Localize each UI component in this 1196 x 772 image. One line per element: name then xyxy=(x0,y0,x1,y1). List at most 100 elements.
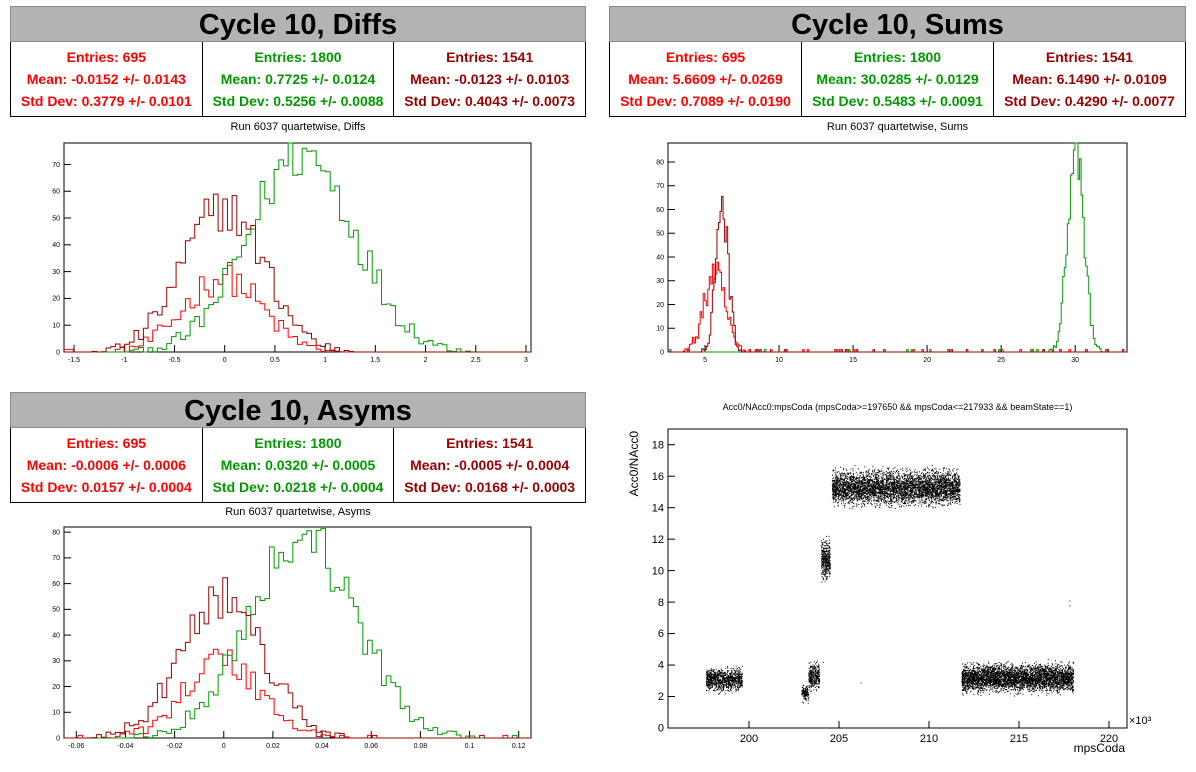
x-tick-label: 5 xyxy=(703,357,707,364)
y-tick-label: 12 xyxy=(652,534,664,546)
stat-mean: Mean: 5.6609 +/- 0.0269 xyxy=(628,71,783,87)
y-tick-label: 80 xyxy=(656,159,664,166)
stat-entries: Entries: 1541 xyxy=(1045,49,1134,65)
stat-std: Std Dev: 0.3779 +/- 0.0101 xyxy=(20,93,192,109)
x-tick-label: 0.02 xyxy=(266,743,280,750)
asyms-stat-darkred: Entries: 1541 Mean: -0.0005 +/- 0.0004 S… xyxy=(393,428,585,502)
y-tick-label: 40 xyxy=(52,632,60,639)
y-tick-label: 70 xyxy=(52,555,60,562)
x-tick-label: 1 xyxy=(323,357,327,364)
y-tick-label: 0 xyxy=(56,349,60,356)
y-tick-label: 20 xyxy=(656,302,664,309)
x-tick-label: 2 xyxy=(424,357,428,364)
plot-frame xyxy=(63,142,532,353)
x-tick-label: -0.04 xyxy=(117,743,133,750)
y-tick-label: 50 xyxy=(656,231,664,238)
stat-entries: Entries: 695 xyxy=(665,49,746,65)
stat-std: Std Dev: 0.4290 +/- 0.0077 xyxy=(1004,93,1175,109)
x-axis-label: mpsCoda xyxy=(1074,741,1126,755)
stat-std: Std Dev: 0.0218 +/- 0.0004 xyxy=(212,479,384,495)
y-tick-label: 10 xyxy=(652,565,664,577)
x-tick-label: 215 xyxy=(1010,733,1028,745)
y-tick-label: 18 xyxy=(652,439,664,451)
stat-entries: Entries: 695 xyxy=(66,49,147,65)
plot-frame xyxy=(667,142,1128,353)
diffs-stat-darkred: Entries: 1541 Mean: -0.0123 +/- 0.0103 S… xyxy=(393,42,585,116)
y-tick-label: 50 xyxy=(52,607,60,614)
x-tick-label: 25 xyxy=(997,357,1005,364)
x-tick-label: 205 xyxy=(830,733,848,745)
sums-stats-box: Entries: 695 Mean: 5.6609 +/- 0.0269 Std… xyxy=(609,42,1186,117)
histogram-series-darkred xyxy=(64,577,531,739)
stat-entries: Entries: 1541 xyxy=(446,435,534,451)
x-tick-label: -0.06 xyxy=(68,743,84,750)
x-tick-label: -0.02 xyxy=(167,743,183,750)
diffs-stat-red: Entries: 695 Mean: -0.0152 +/- 0.0143 St… xyxy=(11,42,202,116)
y-tick-label: 40 xyxy=(656,254,664,261)
stat-mean: Mean: 6.1490 +/- 0.0109 xyxy=(1012,71,1167,87)
stat-mean: Mean: 0.0320 +/- 0.0005 xyxy=(220,457,376,473)
histogram-series-green xyxy=(64,528,531,739)
stat-entries: Entries: 1541 xyxy=(446,49,534,65)
y-tick-label: 6 xyxy=(658,628,664,640)
sums-stat-darkred: Entries: 1541 Mean: 6.1490 +/- 0.0109 St… xyxy=(993,42,1185,116)
x-tick-label: 210 xyxy=(920,733,938,745)
y-tick-label: 0 xyxy=(658,723,664,735)
scatter-points xyxy=(705,465,1074,704)
x-tick-label: 0.08 xyxy=(414,743,428,750)
stat-mean: Mean: 0.7725 +/- 0.0124 xyxy=(220,71,376,87)
y-tick-label: 40 xyxy=(52,242,60,249)
y-tick-label: 14 xyxy=(652,502,664,514)
y-tick-label: 20 xyxy=(52,296,60,303)
asyms-plot-title: Run 6037 quartetwise, Asyms xyxy=(225,506,371,518)
stat-std: Std Dev: 0.7089 +/- 0.0190 xyxy=(620,93,791,109)
x-tick-label: 30 xyxy=(1071,357,1079,364)
x-tick-label: 0.06 xyxy=(364,743,378,750)
x-tick-label: 0 xyxy=(223,357,227,364)
diffs-title: Cycle 10, Diffs xyxy=(10,6,586,42)
diffs-stat-green: Entries: 1800 Mean: 0.7725 +/- 0.0124 St… xyxy=(201,42,394,116)
y-tick-label: 80 xyxy=(52,529,60,536)
plot-frame xyxy=(63,526,532,739)
stat-entries: Entries: 1800 xyxy=(853,49,942,65)
stat-mean: Mean: -0.0005 +/- 0.0004 xyxy=(410,457,570,473)
x-tick-label: 0 xyxy=(222,743,226,750)
y-tick-label: 16 xyxy=(652,471,664,483)
diffs-stats-box: Entries: 695 Mean: -0.0152 +/- 0.0143 St… xyxy=(10,42,586,117)
x-axis-multiplier: ×10³ xyxy=(1129,715,1152,727)
x-tick-label: 2.5 xyxy=(471,357,481,364)
histogram-series-darkred xyxy=(668,195,1127,353)
sums-plot-title: Run 6037 quartetwise, Sums xyxy=(826,121,969,133)
stat-std: Std Dev: 0.4043 +/- 0.0073 xyxy=(404,93,576,109)
stat-entries: Entries: 695 xyxy=(66,435,147,451)
stat-std: Std Dev: 0.5256 +/- 0.0088 xyxy=(212,93,384,109)
plot-frame xyxy=(667,428,1128,729)
y-tick-label: 60 xyxy=(52,581,60,588)
stat-mean: Mean: 30.0285 +/- 0.0129 xyxy=(816,71,979,87)
x-tick-label: -1.5 xyxy=(68,357,80,364)
y-tick-label: 70 xyxy=(656,183,664,190)
sums-title: Cycle 10, Sums xyxy=(609,6,1186,42)
sums-stat-red: Entries: 695 Mean: 5.6609 +/- 0.0269 Std… xyxy=(610,42,801,116)
x-tick-label: -0.5 xyxy=(168,357,180,364)
y-tick-label: 2 xyxy=(658,691,664,703)
y-tick-label: 20 xyxy=(52,684,60,691)
x-tick-label: 10 xyxy=(775,357,783,364)
asyms-stat-green: Entries: 1800 Mean: 0.0320 +/- 0.0005 St… xyxy=(201,428,394,502)
y-tick-label: 0 xyxy=(660,349,664,356)
y-tick-label: 0 xyxy=(56,735,60,742)
x-tick-label: 3 xyxy=(524,357,528,364)
x-tick-label: 200 xyxy=(740,733,758,745)
stat-entries: Entries: 1800 xyxy=(254,49,342,65)
y-tick-label: 10 xyxy=(52,710,60,717)
y-tick-label: 70 xyxy=(52,162,60,169)
x-tick-label: 15 xyxy=(849,357,857,364)
stat-mean: Mean: -0.0006 +/- 0.0006 xyxy=(26,457,186,473)
stat-std: Std Dev: 0.5483 +/- 0.0091 xyxy=(812,93,983,109)
y-tick-label: 60 xyxy=(656,207,664,214)
y-axis-label: Acc0/NAcc0 xyxy=(627,431,641,497)
histogram-series-darkred xyxy=(64,193,531,353)
stat-std: Std Dev: 0.0157 +/- 0.0004 xyxy=(20,479,192,495)
y-tick-label: 10 xyxy=(656,326,664,333)
asyms-title: Cycle 10, Asyms xyxy=(10,392,586,428)
